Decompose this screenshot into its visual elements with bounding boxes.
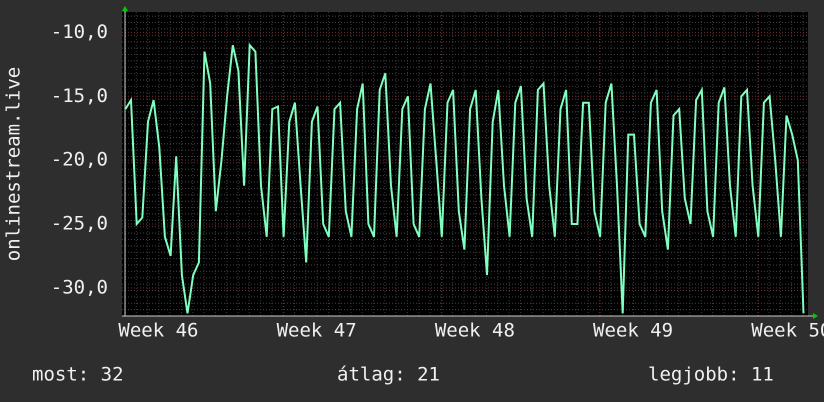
footer-stat: átlag: 21 — [337, 364, 440, 386]
footer-stat: most: 32 — [32, 364, 124, 386]
axis-arrow — [813, 313, 818, 319]
y-tick-label: -10,0 — [51, 21, 108, 43]
y-tick-label: -25,0 — [51, 213, 108, 235]
x-tick-label: Week 49 — [593, 320, 673, 342]
y-tick-label: -20,0 — [51, 149, 108, 171]
data-line — [124, 42, 805, 314]
x-tick-label: Week 50 — [751, 320, 824, 342]
axis-arrow — [122, 6, 128, 11]
y-tick-label: -30,0 — [51, 276, 108, 298]
x-tick-label: Week 46 — [118, 320, 198, 342]
x-tick-label: Week 48 — [435, 320, 515, 342]
x-tick-label: Week 47 — [277, 320, 357, 342]
y-axis-label: onlinestream.live — [3, 67, 25, 261]
y-tick-label: -15,0 — [51, 85, 108, 107]
footer-stat: legjobb: 11 — [648, 364, 774, 386]
